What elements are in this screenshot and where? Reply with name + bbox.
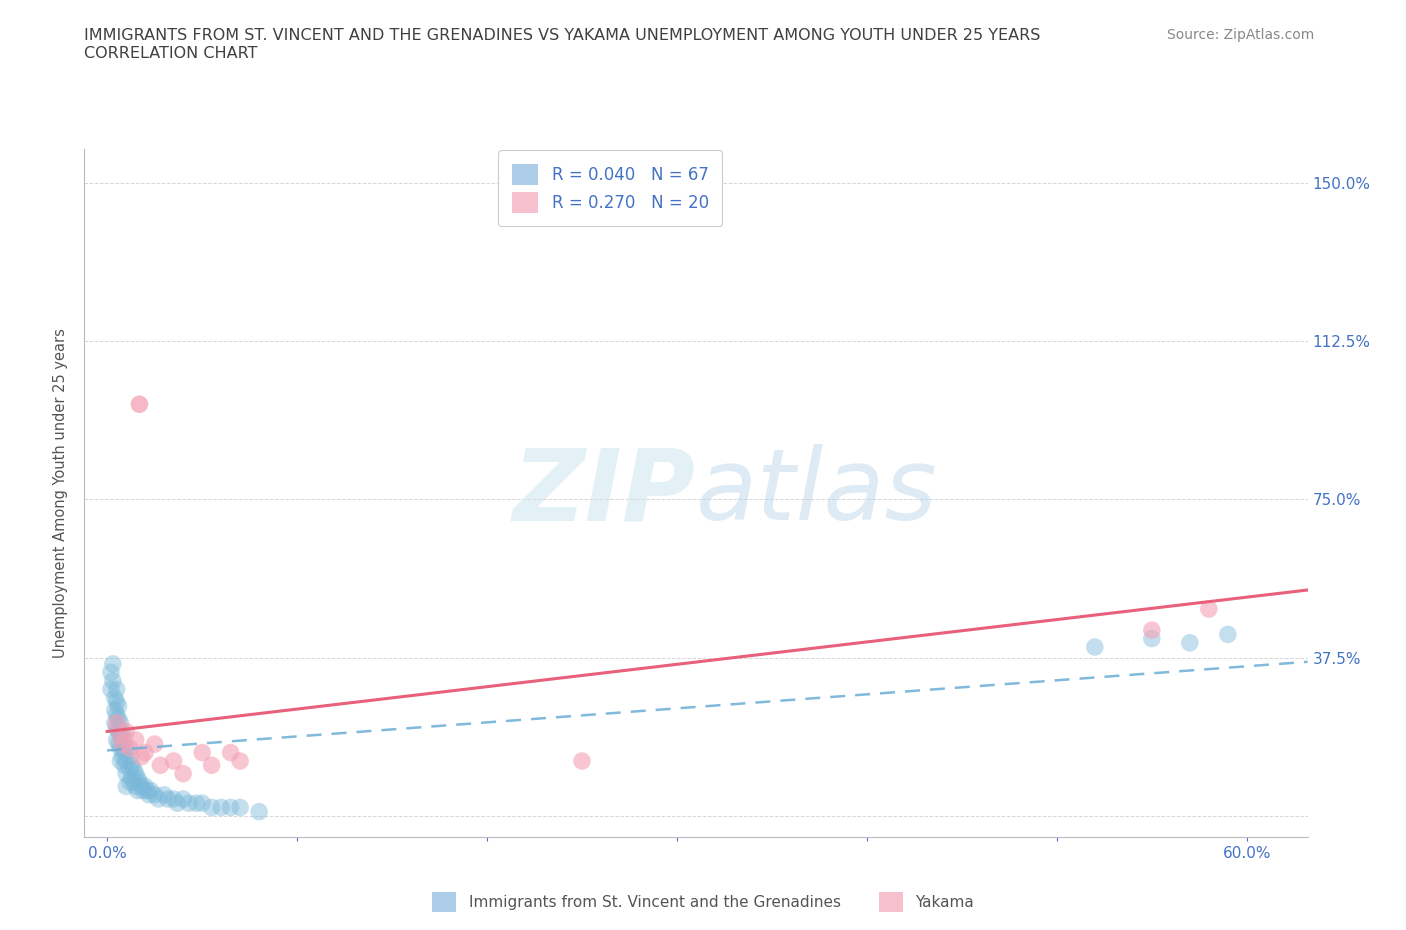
Point xyxy=(219,745,242,760)
Point xyxy=(148,791,170,806)
Point xyxy=(1084,640,1107,655)
Point xyxy=(115,766,138,781)
Point xyxy=(107,698,129,713)
Point xyxy=(107,737,129,751)
Point xyxy=(105,733,128,748)
Point xyxy=(118,750,141,764)
Point xyxy=(177,796,200,811)
Point xyxy=(124,733,146,748)
Point xyxy=(104,715,127,730)
Point xyxy=(128,397,150,412)
Text: CORRELATION CHART: CORRELATION CHART xyxy=(84,46,257,61)
Point xyxy=(111,750,134,764)
Point xyxy=(247,804,270,819)
Point xyxy=(121,770,143,785)
Point xyxy=(104,690,127,705)
Point xyxy=(131,750,153,764)
Point xyxy=(110,728,132,743)
Point xyxy=(127,783,149,798)
Text: atlas: atlas xyxy=(696,445,938,541)
Point xyxy=(149,758,172,773)
Point xyxy=(229,800,252,815)
Point xyxy=(105,695,128,710)
Text: Source: ZipAtlas.com: Source: ZipAtlas.com xyxy=(1167,28,1315,42)
Point xyxy=(105,707,128,722)
Point xyxy=(110,715,132,730)
Point xyxy=(139,783,162,798)
Point xyxy=(143,737,166,751)
Point xyxy=(156,791,179,806)
Point xyxy=(112,758,135,773)
Point xyxy=(101,673,124,688)
Point xyxy=(118,762,141,777)
Point xyxy=(122,762,145,777)
Point xyxy=(153,788,176,803)
Text: ZIP: ZIP xyxy=(513,445,696,541)
Point xyxy=(112,733,135,748)
Point xyxy=(186,796,208,811)
Point xyxy=(571,753,593,768)
Point xyxy=(209,800,232,815)
Point xyxy=(219,800,242,815)
Point xyxy=(112,745,135,760)
Point xyxy=(162,791,184,806)
Point xyxy=(172,766,194,781)
Point xyxy=(118,741,141,756)
Point xyxy=(111,737,134,751)
Point xyxy=(100,682,122,697)
Point xyxy=(1140,623,1163,638)
Point xyxy=(121,758,143,773)
Point xyxy=(105,682,128,697)
Point xyxy=(134,779,156,794)
Point xyxy=(1178,635,1201,650)
Point xyxy=(101,657,124,671)
Point xyxy=(115,741,138,756)
Point xyxy=(229,753,252,768)
Point xyxy=(107,711,129,726)
Point xyxy=(128,775,150,790)
Y-axis label: Unemployment Among Youth under 25 years: Unemployment Among Youth under 25 years xyxy=(53,328,69,658)
Point xyxy=(132,783,155,798)
Point xyxy=(138,788,160,803)
Point xyxy=(166,796,188,811)
Point xyxy=(115,724,138,739)
Point xyxy=(1216,627,1239,642)
Point xyxy=(131,779,153,794)
Point xyxy=(111,737,134,751)
Point xyxy=(143,788,166,803)
Point xyxy=(201,758,224,773)
Point xyxy=(1198,602,1220,617)
Point xyxy=(136,783,159,798)
Point xyxy=(110,741,132,756)
Point xyxy=(134,745,156,760)
Point xyxy=(104,703,127,718)
Point xyxy=(110,728,132,743)
Point xyxy=(191,796,214,811)
Point xyxy=(124,779,146,794)
Point xyxy=(122,775,145,790)
Point xyxy=(110,753,132,768)
Point xyxy=(172,791,194,806)
Point xyxy=(105,715,128,730)
Point xyxy=(124,766,146,781)
Point xyxy=(1140,631,1163,646)
Point xyxy=(201,800,224,815)
Point xyxy=(115,753,138,768)
Point xyxy=(107,724,129,739)
Point xyxy=(191,745,214,760)
Point xyxy=(100,665,122,680)
Legend: Immigrants from St. Vincent and the Grenadines, Yakama: Immigrants from St. Vincent and the Gren… xyxy=(426,886,980,918)
Point xyxy=(162,753,184,768)
Point xyxy=(111,724,134,739)
Text: IMMIGRANTS FROM ST. VINCENT AND THE GRENADINES VS YAKAMA UNEMPLOYMENT AMONG YOUT: IMMIGRANTS FROM ST. VINCENT AND THE GREN… xyxy=(84,28,1040,43)
Point xyxy=(115,779,138,794)
Point xyxy=(105,720,128,735)
Point xyxy=(118,775,141,790)
Point xyxy=(127,770,149,785)
Legend: R = 0.040   N = 67, R = 0.270   N = 20: R = 0.040 N = 67, R = 0.270 N = 20 xyxy=(499,151,723,226)
